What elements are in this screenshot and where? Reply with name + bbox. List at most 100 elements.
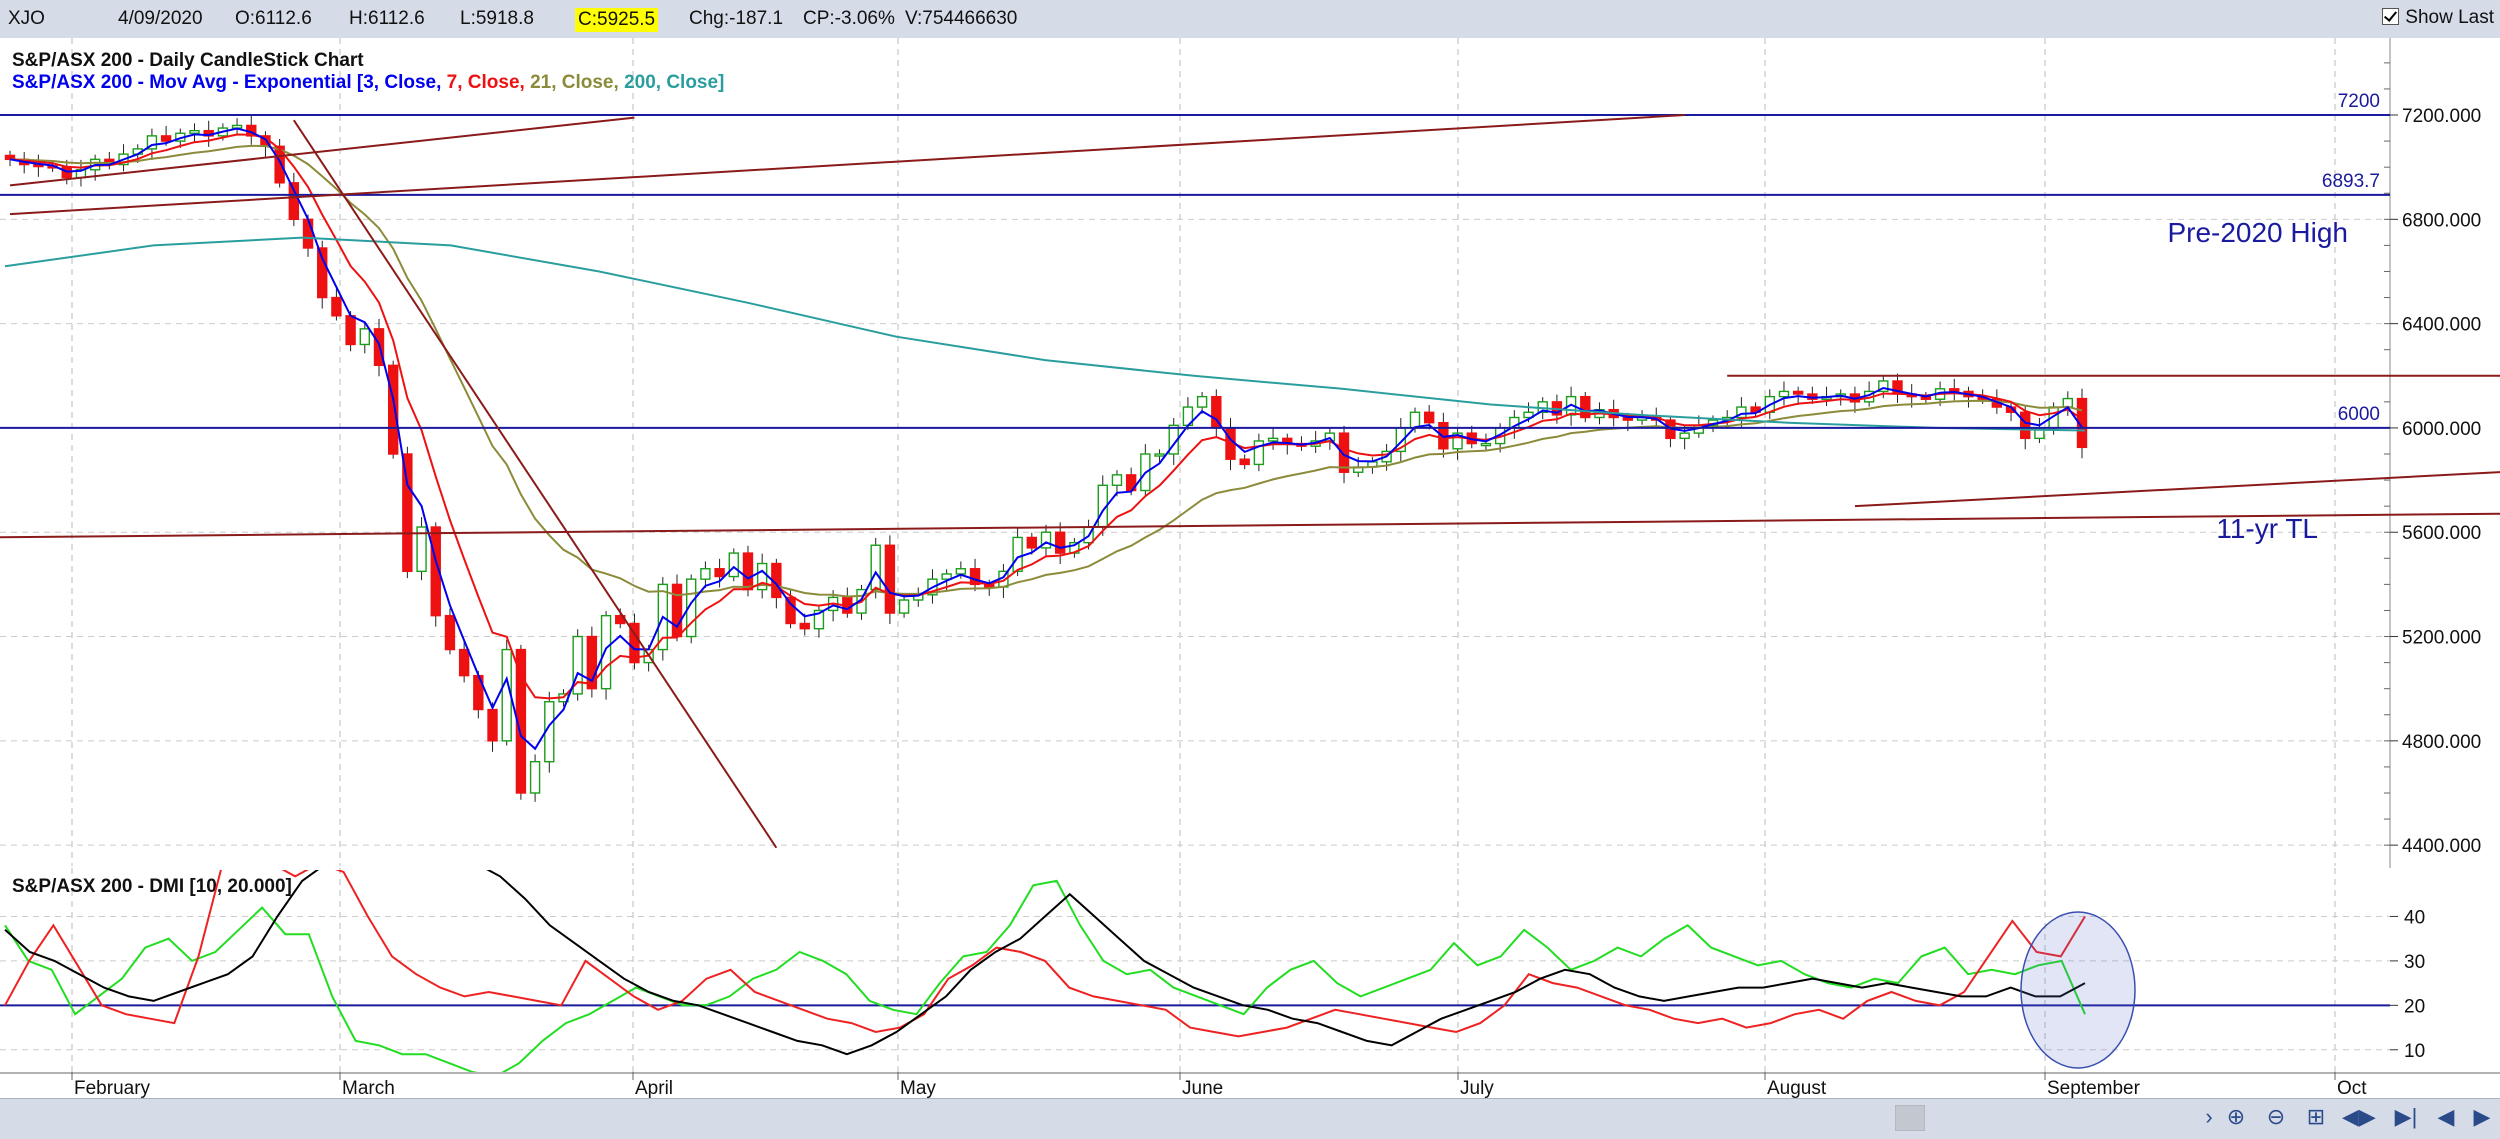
candle-down bbox=[1026, 536, 1038, 549]
candle-up bbox=[189, 129, 200, 134]
x-tick-label: June bbox=[1182, 1078, 1223, 1098]
price-tick-label: 4800.000 bbox=[2402, 732, 2481, 753]
candle-down bbox=[742, 552, 754, 591]
dmi-title: S&P/ASX 200 - DMI [10, 20.000] bbox=[12, 876, 292, 897]
price-tick-label: 5200.000 bbox=[2402, 628, 2481, 649]
candle-up bbox=[529, 760, 541, 794]
high-label: H:6112.6 bbox=[349, 8, 425, 29]
candle-up bbox=[1111, 474, 1123, 486]
candle-up bbox=[898, 599, 910, 614]
ma-legend-part: [3, Close, bbox=[357, 72, 447, 93]
plus-di-line bbox=[4, 879, 2086, 1072]
candle-down bbox=[430, 526, 441, 617]
candle-up bbox=[2062, 397, 2074, 408]
candle-down bbox=[629, 622, 640, 664]
candle-up bbox=[1878, 380, 1889, 393]
price-panel-bg bbox=[0, 38, 2500, 868]
candle-up bbox=[1253, 440, 1265, 466]
ema21-line bbox=[9, 144, 2083, 598]
x-tick-label: August bbox=[1767, 1078, 1827, 1098]
candle-up bbox=[146, 135, 158, 150]
price-tick-label: 6400.000 bbox=[2402, 315, 2481, 336]
dmi-tick-label: 10 bbox=[2404, 1041, 2425, 1062]
candle-down bbox=[586, 635, 598, 690]
volume-label: V:754466630 bbox=[905, 8, 1018, 29]
chart-area[interactable]: 7200.000 6800.000 6400.000 6000.000 5600.000… bbox=[0, 38, 2500, 1098]
prev-icon[interactable]: ◀ bbox=[2437, 1104, 2455, 1129]
candle-up bbox=[572, 635, 583, 695]
candle-up bbox=[1267, 437, 1279, 442]
chart-title: S&P/ASX 200 - Daily CandleStick Chart bbox=[12, 50, 364, 71]
ema200-line bbox=[4, 236, 2086, 432]
zoom-in-icon[interactable]: ⊕ bbox=[2226, 1104, 2246, 1129]
candle-down bbox=[671, 583, 683, 638]
hline-label: 7200 bbox=[2338, 91, 2380, 112]
candle-up bbox=[728, 552, 739, 578]
scroll-right-icon[interactable]: › bbox=[2205, 1104, 2213, 1129]
candle-up bbox=[416, 526, 427, 573]
dmi-tick-label: 30 bbox=[2404, 952, 2425, 973]
ma-legend: S&P/ASX 200 - Mov Avg - Exponential [3, … bbox=[12, 72, 724, 93]
candle-up bbox=[955, 568, 967, 575]
x-axis: February March April May June July August Septe… bbox=[0, 1072, 2500, 1098]
scrollbar[interactable]: › ⊕ ⊖ ⊞ ◀▶ ▶| ◀ ▶ bbox=[0, 1098, 2500, 1139]
next-icon[interactable]: ▶ bbox=[2473, 1104, 2491, 1129]
adx-line bbox=[4, 870, 2086, 1056]
scrollbar-thumb[interactable] bbox=[1895, 1105, 1925, 1131]
candle-up bbox=[813, 609, 825, 630]
candle-down bbox=[317, 247, 328, 299]
trendline bbox=[293, 119, 778, 849]
candle-up bbox=[1523, 411, 1534, 419]
hline-label: 6893.7 bbox=[2322, 171, 2380, 192]
candle-down bbox=[345, 315, 356, 346]
candle-down bbox=[1580, 395, 1591, 419]
candle-down bbox=[969, 568, 981, 586]
symbol-label: XJO bbox=[8, 8, 45, 29]
annotation-pre2020-high: Pre-2020 High bbox=[2167, 217, 2348, 248]
ma-legend-part: 21, Close, bbox=[530, 72, 624, 93]
candle-up bbox=[1452, 432, 1463, 450]
candle-up bbox=[1679, 432, 1690, 440]
pan-both-icon[interactable]: ◀▶ bbox=[2342, 1104, 2376, 1129]
x-tick-label: April bbox=[635, 1078, 673, 1098]
last-page-icon[interactable]: ▶| bbox=[2394, 1104, 2418, 1129]
candle-down bbox=[714, 568, 725, 578]
candle-down bbox=[444, 614, 456, 651]
price-tick-label: 6800.000 bbox=[2402, 210, 2481, 231]
candle-down bbox=[402, 453, 413, 573]
candle-down bbox=[2020, 411, 2031, 440]
candle-up bbox=[756, 562, 768, 591]
candle-down bbox=[331, 296, 342, 317]
close-label: C:5925.5 bbox=[575, 8, 659, 32]
open-label: O:6112.6 bbox=[235, 8, 312, 29]
date-label: 4/09/2020 bbox=[118, 8, 203, 29]
candle-down bbox=[458, 648, 470, 677]
candle-down bbox=[799, 622, 810, 630]
show-last-checkbox[interactable]: Show Last bbox=[2382, 7, 2494, 29]
candle-down bbox=[387, 364, 399, 455]
checkbox-checked-icon bbox=[2382, 8, 2400, 25]
ma-legend-part: S&P/ASX 200 - Mov Avg - Exponential bbox=[12, 72, 357, 93]
ma-legend-part: 200, Close] bbox=[624, 72, 724, 93]
dmi-tick-label: 40 bbox=[2404, 907, 2425, 928]
candle-down bbox=[1239, 458, 1250, 466]
zoom-fit-icon[interactable]: ⊞ bbox=[2306, 1104, 2326, 1129]
show-last-label: Show Last bbox=[2405, 7, 2494, 28]
candle-down bbox=[274, 145, 285, 184]
dmi-panel-bg bbox=[0, 868, 2500, 1072]
trendline bbox=[1854, 471, 2500, 508]
dmi-lines bbox=[4, 870, 2086, 1072]
x-tick-label: May bbox=[900, 1078, 936, 1098]
zoom-out-icon[interactable]: ⊖ bbox=[2266, 1104, 2286, 1129]
candle-down bbox=[785, 596, 796, 625]
candle-down bbox=[884, 544, 896, 614]
candle-down bbox=[302, 218, 314, 249]
candle-up bbox=[600, 614, 612, 690]
candle-up bbox=[941, 573, 952, 580]
candle-down bbox=[160, 135, 172, 142]
x-tick-label: February bbox=[74, 1078, 151, 1098]
x-tick-label: Oct bbox=[2337, 1078, 2367, 1098]
x-tick-label: July bbox=[1460, 1078, 1494, 1098]
candle-up bbox=[686, 578, 697, 638]
price-tick-label: 5600.000 bbox=[2402, 523, 2481, 544]
